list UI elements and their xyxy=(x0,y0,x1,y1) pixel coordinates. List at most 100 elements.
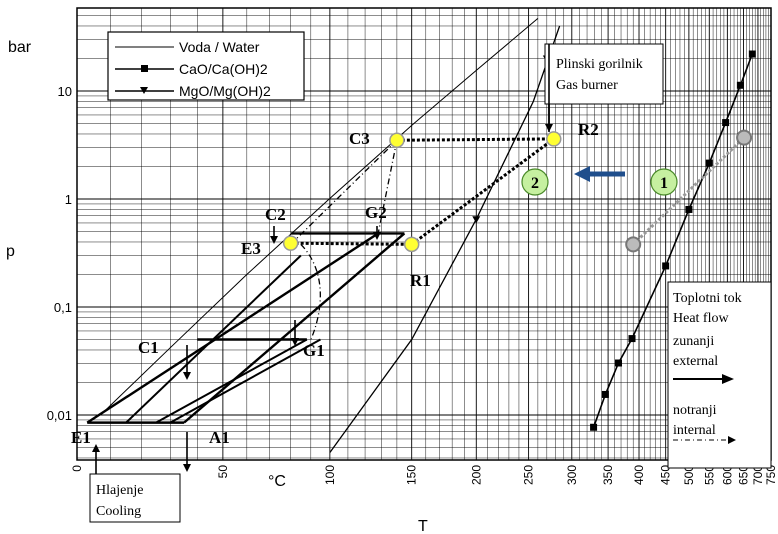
y-axis-label: p xyxy=(6,243,15,260)
state-label-e1: E1 xyxy=(71,428,91,447)
x-tick-label: 350 xyxy=(601,465,615,485)
y-tick-label: 1 xyxy=(65,192,72,207)
series-point-cao xyxy=(615,359,623,367)
series-line-cao xyxy=(592,53,754,428)
plot-frame xyxy=(76,7,772,461)
cycle-marker-2 xyxy=(521,168,549,196)
series-point-cao xyxy=(748,50,756,58)
series-point-cao xyxy=(628,335,636,343)
series-point-cao xyxy=(705,159,713,167)
x-tick-label: 0 xyxy=(70,465,84,472)
legend-entry: MgO/Mg(OH)2 xyxy=(179,83,271,99)
x-tick-label: 700 xyxy=(751,465,765,485)
cycle-marker-label: 1 xyxy=(660,175,668,192)
series-line-mgo xyxy=(329,25,561,453)
state-label-c1: C1 xyxy=(138,338,159,357)
x-tick-label: 100 xyxy=(323,465,337,485)
cycle-dotted-line xyxy=(396,137,554,142)
heat-flow-label: external xyxy=(673,354,718,369)
state-label-g2: G2 xyxy=(365,203,387,222)
series-point-cao xyxy=(722,119,730,127)
blue-heat-arrow-head xyxy=(574,166,590,182)
burner-label: Gas burner xyxy=(556,78,618,93)
x-tick-label: 650 xyxy=(736,465,750,485)
x-tick-label: 550 xyxy=(702,465,716,485)
arrow-g2-head xyxy=(373,232,381,240)
cycle-dashdot-line xyxy=(300,243,321,340)
legend-entry: Voda / Water xyxy=(179,39,260,55)
x-unit-label: °C xyxy=(268,473,286,490)
cycle-marker-label: 2 xyxy=(531,175,539,192)
heat-flow-label: notranji xyxy=(673,403,717,418)
series-point-mgo xyxy=(472,216,481,224)
x-tick-label: 150 xyxy=(405,465,419,485)
cooling-box xyxy=(89,473,181,523)
burner-box xyxy=(544,43,664,105)
x-tick-label: 300 xyxy=(565,465,579,485)
x-axis-label: T xyxy=(418,518,428,534)
series-point-cao xyxy=(590,423,598,431)
series-point-cao xyxy=(601,390,609,398)
series-line-water xyxy=(100,18,539,416)
heat-flow-label: Heat flow xyxy=(673,311,729,326)
state-label-c2: C2 xyxy=(265,205,286,224)
x-tick-label: 400 xyxy=(632,465,646,485)
state-point xyxy=(389,132,405,148)
heat-flow-label: Toplotni tok xyxy=(673,291,742,306)
heat-flow-label: zunanji xyxy=(673,334,714,349)
cooling-label: Hlajenje xyxy=(96,483,143,498)
heat-flow-label: internal xyxy=(673,423,716,438)
cycle-layer: 12 xyxy=(86,100,753,476)
internal-flow-head xyxy=(728,436,736,444)
legend-marker-square xyxy=(141,65,148,72)
state-label-a1: A1 xyxy=(209,428,230,447)
x-tick-label: 200 xyxy=(469,465,483,485)
x-tick-label: 50 xyxy=(216,465,230,479)
x-tick-label: 450 xyxy=(659,465,673,485)
cycle-marker-1 xyxy=(650,168,678,196)
y-tick-label: 0,01 xyxy=(47,408,72,423)
legend-box xyxy=(107,31,305,101)
y-tick-label: 10 xyxy=(58,84,72,99)
arrow-g1-head xyxy=(291,338,299,346)
cycle-dotted-line xyxy=(290,241,412,246)
cycle-grey-line xyxy=(632,136,746,246)
legend: Voda / Water CaO/Ca(OH)2 MgO/Mg(OH)2 xyxy=(107,31,305,101)
y-unit-label: bar xyxy=(8,39,32,56)
arrow-c1-head xyxy=(183,372,191,380)
legend-entry: CaO/Ca(OH)2 xyxy=(179,61,268,77)
arrow-c2-head xyxy=(270,236,278,244)
state-point xyxy=(545,131,562,147)
cycle-line xyxy=(155,338,308,424)
x-tick-label: 750 xyxy=(764,465,778,485)
y-tick-label: 0,1 xyxy=(54,300,72,315)
burner-label: Plinski gorilnik xyxy=(556,57,643,72)
series-point-cao xyxy=(662,262,670,270)
arrow-cooling-head xyxy=(92,444,100,452)
x-tick-label: 500 xyxy=(682,465,696,485)
state-point-grey xyxy=(625,236,642,253)
cooling-label: Cooling xyxy=(96,504,141,519)
state-point-grey xyxy=(736,129,753,146)
state-label-e3: E3 xyxy=(241,239,261,258)
state-point xyxy=(403,236,420,253)
x-tick-label: 250 xyxy=(522,465,536,485)
cycle-line xyxy=(86,232,379,424)
cycle-line xyxy=(169,338,321,424)
state-label-c3: C3 xyxy=(349,129,370,148)
state-point xyxy=(282,235,299,251)
heat-flow-box xyxy=(667,281,772,469)
cycle-dashdot-line xyxy=(290,139,398,245)
cycle-dashdot-line xyxy=(377,140,398,234)
series-point-cao xyxy=(736,81,744,89)
legend-marker-triangle xyxy=(140,87,148,94)
state-label-r1: R1 xyxy=(410,271,431,290)
series-point-cao xyxy=(685,205,693,213)
arrow-a1-head xyxy=(183,464,191,472)
cycle-dotted-line xyxy=(410,137,555,246)
state-label-r2: R2 xyxy=(578,120,599,139)
x-tick-label: 600 xyxy=(720,465,734,485)
